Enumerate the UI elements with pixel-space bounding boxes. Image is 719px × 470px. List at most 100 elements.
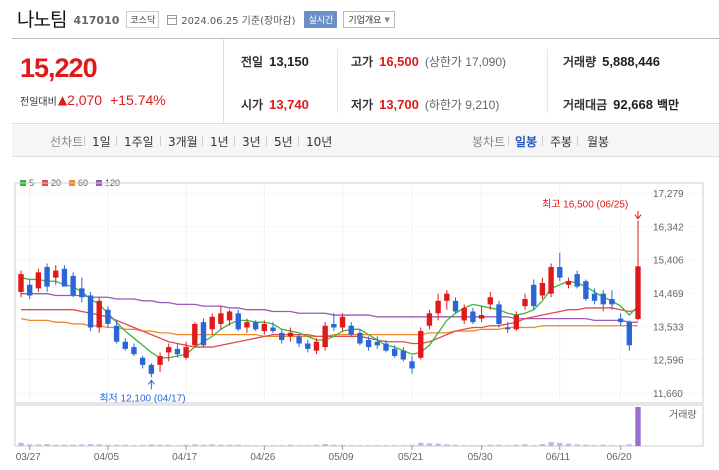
candle-body: [426, 313, 433, 326]
change-row: 전일대비 ▲ 2,070 +15.74%: [20, 92, 166, 108]
candle-body: [279, 332, 285, 340]
tab-period-5y[interactable]: 5년: [274, 135, 293, 149]
candle-body: [478, 315, 485, 319]
volume-bar: [53, 444, 59, 446]
volume-bar: [131, 445, 137, 446]
stat-prev: 전일 13,150: [241, 53, 309, 70]
volume-bar: [409, 444, 415, 446]
divider: [202, 136, 203, 146]
open-value: 13,740: [269, 97, 309, 112]
candle-body: [391, 348, 398, 356]
high-annotation: 최고 16,500 (06/25): [542, 199, 628, 211]
volume-bar: [18, 442, 24, 446]
candle-body: [305, 343, 311, 349]
candle-body: [409, 361, 415, 369]
ma5-line: [20, 277, 639, 359]
candle-body: [383, 343, 389, 351]
candle-body: [470, 311, 476, 323]
volume-bar: [609, 445, 615, 446]
tab-period-1d[interactable]: 1일: [92, 135, 111, 149]
tab-candle-monthly[interactable]: 월봉: [587, 135, 610, 149]
volume-bar: [626, 444, 633, 446]
candle-body: [626, 322, 633, 346]
volume-bar: [79, 444, 85, 446]
y-tick-label: 15,406: [653, 256, 684, 267]
volume-bar: [235, 444, 241, 446]
stat-amount: 거래대금 92,668 백만: [563, 96, 679, 113]
x-tick-label: 05/30: [468, 452, 493, 463]
candle-body: [79, 288, 85, 298]
volume-bar: [279, 445, 285, 446]
tab-candle-chart[interactable]: 봉차트: [472, 135, 506, 149]
low-label: 저가: [351, 98, 374, 112]
tab-line-chart[interactable]: 선차트: [50, 135, 84, 149]
lower-limit: (하한가 9,210): [424, 98, 500, 112]
y-tick-label: 11,660: [653, 389, 683, 400]
y-tick-label: 12,596: [653, 356, 684, 367]
prev-label: 전일: [241, 55, 264, 69]
volume-bar: [418, 442, 424, 446]
tab-period-3y[interactable]: 3년: [242, 135, 261, 149]
volume-bar: [226, 444, 233, 446]
volume-bar: [270, 445, 276, 446]
x-tick-label: 04/17: [172, 452, 197, 463]
volume-bar: [487, 444, 493, 446]
prev-value: 13,150: [269, 54, 309, 69]
volume-bar: [470, 445, 476, 446]
amount-value: 92,668: [613, 97, 653, 112]
candle-body: [522, 299, 528, 307]
volume-bar: [522, 444, 528, 446]
candle-body: [400, 350, 407, 360]
x-tick-label: 04/26: [250, 452, 275, 463]
volume-bar: [183, 444, 189, 446]
tab-candle-daily[interactable]: 일봉: [515, 135, 538, 149]
volume-value: 5,888,446: [602, 54, 660, 69]
divider: [160, 136, 161, 146]
volume-bar: [374, 445, 380, 446]
candle-body: [635, 266, 641, 319]
volume-bar: [209, 444, 215, 446]
up-triangle-icon: ▲: [57, 93, 68, 107]
volume-bar: [35, 444, 42, 446]
y-tick-label: 14,469: [653, 289, 684, 300]
tab-period-3m[interactable]: 3개월: [168, 135, 198, 149]
change-value: 2,070: [67, 92, 103, 108]
tab-period-10y[interactable]: 10년: [306, 135, 333, 149]
stat-low: 저가 13,700 (하한가 9,210): [351, 96, 499, 113]
volume-bar: [496, 444, 502, 446]
volume-bar: [539, 444, 546, 446]
company-info-button[interactable]: 기업개요 ▼: [343, 11, 395, 28]
divider: [266, 136, 267, 146]
candle-body: [548, 266, 554, 294]
volume-bar: [383, 445, 389, 446]
x-tick-label: 05/21: [398, 452, 423, 463]
volume-bar: [400, 445, 407, 446]
candle-body: [287, 332, 294, 337]
candle-body: [148, 364, 155, 374]
volume-bar: [61, 444, 68, 446]
stat-open: 시가 13,740: [241, 96, 309, 113]
divider: [116, 136, 117, 146]
upper-limit: (상한가 17,090): [424, 55, 507, 69]
candle-body: [174, 348, 181, 355]
candle-body: [418, 331, 424, 358]
market-badge: 코스닥: [126, 11, 160, 28]
volume-label: 거래량: [669, 409, 697, 421]
volume-bar: [565, 443, 572, 446]
chevron-down-icon: ▼: [384, 15, 390, 24]
candle-body: [609, 299, 615, 305]
realtime-button[interactable]: 실시간: [304, 11, 338, 28]
tab-period-1y[interactable]: 1년: [210, 135, 229, 149]
volume-bar: [122, 444, 128, 446]
volume-bar: [435, 443, 441, 446]
candle-body: [617, 318, 624, 323]
down-arrow-icon: [634, 210, 642, 220]
candle-body: [374, 341, 380, 346]
volume-frame: [14, 404, 704, 447]
tab-candle-weekly[interactable]: 주봉: [550, 135, 573, 149]
tab-period-1w[interactable]: 1주일: [124, 135, 154, 149]
candle-body: [18, 274, 24, 292]
volume-bar: [157, 444, 163, 446]
volume-bar: [461, 445, 467, 446]
candle-body: [322, 325, 328, 348]
